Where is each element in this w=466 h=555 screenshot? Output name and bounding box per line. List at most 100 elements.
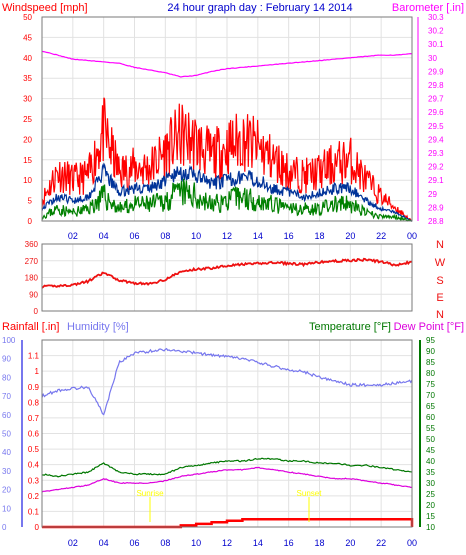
humidity-tick-label: 90 xyxy=(2,355,11,364)
humidity-tick-label: 100 xyxy=(2,336,16,345)
sunset-label: Sunset xyxy=(297,489,323,498)
temperature-tick-label: 15 xyxy=(426,512,435,521)
weather-time-tick-label: 06 xyxy=(129,538,139,548)
temperature-tick-label: 55 xyxy=(426,424,435,433)
barometer-tick-label: 29.7 xyxy=(428,95,444,104)
temperature-axis-title: Temperature [°F] xyxy=(309,321,391,333)
wind-time-tick-label: 02 xyxy=(68,231,78,241)
barometer-tick-label: 30.2 xyxy=(428,27,444,36)
wind-time-tick-label: 00 xyxy=(407,231,417,241)
compass-label: N xyxy=(436,239,444,251)
weather-time-tick-label: 04 xyxy=(99,538,109,548)
weather-time-tick-label: 14 xyxy=(253,538,263,548)
temperature-tick-label: 50 xyxy=(426,435,435,444)
barometer-tick-label: 29.2 xyxy=(428,163,444,172)
wind-tick-label: 0 xyxy=(28,217,33,226)
temperature-line xyxy=(41,457,413,478)
panel-frame-1 xyxy=(41,16,413,222)
wind-tick-label: 5 xyxy=(28,197,33,206)
temperature-tick-label: 25 xyxy=(426,490,435,499)
weather-time-tick-label: 02 xyxy=(68,538,78,548)
wind-tick-label: 35 xyxy=(23,74,32,83)
weather-time-tick-label: 00 xyxy=(407,538,417,548)
dewpoint-line xyxy=(41,466,413,493)
barometer-tick-label: 30.3 xyxy=(428,13,444,22)
wind-tick-label: 20 xyxy=(23,135,32,144)
barometer-tick-label: 30.1 xyxy=(428,40,444,49)
wind-time-tick-label: 12 xyxy=(222,231,232,241)
dewpoint-axis-title: Dew Point [°F] xyxy=(394,321,464,333)
barometer-axis-title: Barometer [.in] xyxy=(392,2,464,14)
chart-title: 24 hour graph day : February 14 2014 xyxy=(167,2,352,14)
weather-time-tick-label: 18 xyxy=(314,538,324,548)
barometer-tick-label: 29.3 xyxy=(428,149,444,158)
barometer-tick-label: 30 xyxy=(428,54,437,63)
temperature-tick-label: 90 xyxy=(426,347,435,356)
humidity-axis-title: Humidity [%] xyxy=(67,321,129,333)
compass-label: W xyxy=(435,257,446,269)
barometer-tick-label: 28.8 xyxy=(428,217,444,226)
rain-tick-label: 1 xyxy=(35,367,40,376)
panel-frame-3 xyxy=(41,339,413,528)
rain-tick-label: 1.1 xyxy=(28,352,40,361)
compass-label: E xyxy=(436,292,443,304)
wind-time-tick-label: 04 xyxy=(99,231,109,241)
temperature-tick-label: 20 xyxy=(426,501,435,510)
weather-time-tick-label: 22 xyxy=(376,538,386,548)
rain-tick-label: 0.5 xyxy=(28,445,40,454)
rain-tick-label: 0.6 xyxy=(28,430,40,439)
humidity-tick-label: 80 xyxy=(2,373,11,382)
direction-tick-label: 90 xyxy=(29,290,38,299)
wind-time-tick-label: 16 xyxy=(284,231,294,241)
direction-tick-label: 360 xyxy=(25,240,39,249)
wind-tick-label: 30 xyxy=(23,95,32,104)
rain-tick-label: 0.9 xyxy=(28,383,40,392)
rain-tick-label: 0.4 xyxy=(28,461,40,470)
wind-time-tick-label: 20 xyxy=(345,231,355,241)
barometer-tick-label: 29.1 xyxy=(428,176,444,185)
wind-time-tick-label: 06 xyxy=(129,231,139,241)
temperature-tick-label: 45 xyxy=(426,446,435,455)
direction-tick-label: 270 xyxy=(25,257,39,266)
wind-low-line xyxy=(41,178,412,222)
wind-tick-label: 25 xyxy=(23,115,32,124)
sunset-marker: Sunset xyxy=(297,489,323,522)
wind-tick-label: 45 xyxy=(23,33,32,42)
barometer-tick-label: 28.9 xyxy=(428,203,444,212)
sunrise-marker: Sunrise xyxy=(136,489,164,522)
wind-tick-label: 15 xyxy=(23,156,32,165)
rain-tick-label: 0.3 xyxy=(28,476,40,485)
temperature-tick-label: 40 xyxy=(426,457,435,466)
wind-time-tick-label: 14 xyxy=(253,231,263,241)
barometer-tick-label: 29 xyxy=(428,190,437,199)
rain-tick-label: 0.7 xyxy=(28,414,40,423)
humidity-tick-label: 40 xyxy=(2,448,11,457)
temperature-tick-label: 10 xyxy=(426,523,435,532)
windspeed-line xyxy=(41,97,413,221)
wind-time-tick-label: 10 xyxy=(191,231,201,241)
barometer-tick-label: 29.6 xyxy=(428,108,444,117)
compass-label: N xyxy=(436,309,444,321)
rain-tick-label: 0.8 xyxy=(28,398,40,407)
weather-time-tick-label: 12 xyxy=(222,538,232,548)
direction-tick-label: 180 xyxy=(25,274,39,283)
panel-frame-2 xyxy=(41,243,413,312)
rain-tick-label: 0 xyxy=(35,523,40,532)
humidity-tick-label: 50 xyxy=(2,430,11,439)
wind-time-tick-label: 22 xyxy=(376,231,386,241)
humidity-tick-label: 20 xyxy=(2,486,11,495)
humidity-tick-label: 70 xyxy=(2,392,11,401)
weather-time-tick-label: 20 xyxy=(345,538,355,548)
barometer-tick-label: 29.5 xyxy=(428,122,444,131)
temperature-tick-label: 75 xyxy=(426,380,435,389)
wind-direction-line xyxy=(41,257,413,289)
temperature-tick-label: 30 xyxy=(426,479,435,488)
temperature-tick-label: 80 xyxy=(426,369,435,378)
barometer-tick-label: 29.4 xyxy=(428,135,444,144)
humidity-line xyxy=(41,347,413,416)
weather-time-tick-label: 08 xyxy=(160,538,170,548)
temperature-tick-label: 60 xyxy=(426,413,435,422)
temperature-tick-label: 70 xyxy=(426,391,435,400)
